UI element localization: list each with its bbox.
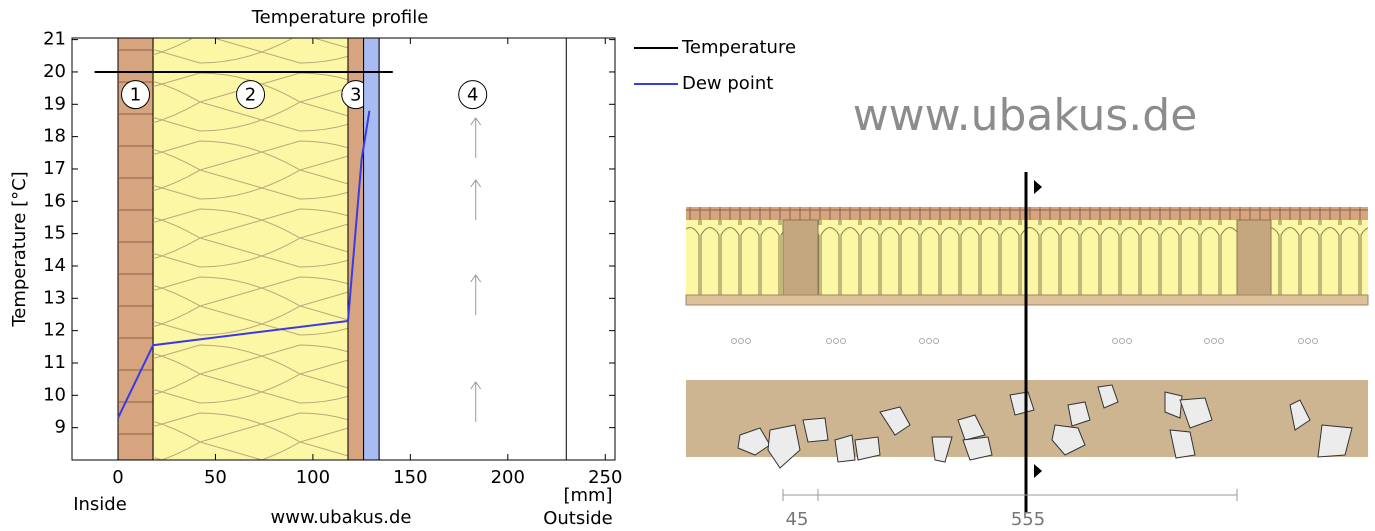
chart-title: Temperature profile — [251, 7, 429, 28]
layer-label: 1 — [130, 85, 141, 106]
outside-label: Outside — [543, 508, 613, 529]
watermark: www.ubakus.de — [853, 90, 1198, 141]
x-tick-label: 0 — [112, 467, 123, 488]
x-axis-label: [mm] — [563, 485, 612, 506]
layer-badge — [236, 80, 266, 110]
y-tick-label: 9 — [55, 417, 66, 438]
y-tick-label: 19 — [43, 93, 66, 114]
plot-frame — [71, 37, 616, 461]
dimension-label: 45 — [786, 509, 809, 530]
y-tick-label: 12 — [43, 320, 66, 341]
airflow-arrow — [470, 274, 482, 315]
x-tick-label: 100 — [296, 467, 330, 488]
inside-label: Inside — [73, 494, 127, 515]
airflow-arrow — [470, 381, 482, 422]
dimension-line — [782, 489, 1238, 501]
section-marker — [1034, 464, 1042, 478]
y-tick-label: 15 — [43, 223, 66, 244]
layer-badge — [121, 80, 151, 110]
layer-label: 4 — [467, 85, 478, 106]
source-label: www.ubakus.de — [271, 507, 412, 528]
y-tick-label: 10 — [43, 384, 66, 405]
y-tick-label: 21 — [43, 29, 66, 50]
y-tick-label: 14 — [43, 255, 66, 276]
layer — [363, 37, 380, 461]
legend-label: Dew point — [682, 73, 773, 94]
x-tick-label: 200 — [491, 467, 525, 488]
airflow-arrow — [470, 117, 482, 158]
airflow-arrow — [470, 179, 482, 220]
construction-diagram: www.ubakus.de — [685, 90, 1369, 530]
stud — [1236, 219, 1272, 296]
y-tick-label: 13 — [43, 287, 66, 308]
y-tick-label: 20 — [43, 61, 66, 82]
stones — [737, 384, 1353, 469]
gap-dots — [731, 338, 1318, 344]
dimension-label: 555 — [1011, 509, 1045, 530]
section-marker — [1034, 180, 1042, 194]
layer-label: 2 — [245, 85, 256, 106]
series-line — [117, 110, 371, 419]
x-tick-label: 150 — [393, 467, 427, 488]
x-tick-label: 250 — [588, 467, 622, 488]
y-tick-label: 11 — [43, 352, 66, 373]
y-tick-label: 16 — [43, 190, 66, 211]
layer-label: 3 — [350, 85, 361, 106]
x-tick-label: 50 — [204, 467, 227, 488]
stud — [782, 219, 819, 296]
y-axis-label: Temperature [°C] — [9, 171, 30, 327]
y-tick-label: 18 — [43, 126, 66, 147]
legend-label: Temperature — [681, 37, 796, 58]
layer-badge — [458, 80, 488, 110]
y-tick-label: 17 — [43, 158, 66, 179]
